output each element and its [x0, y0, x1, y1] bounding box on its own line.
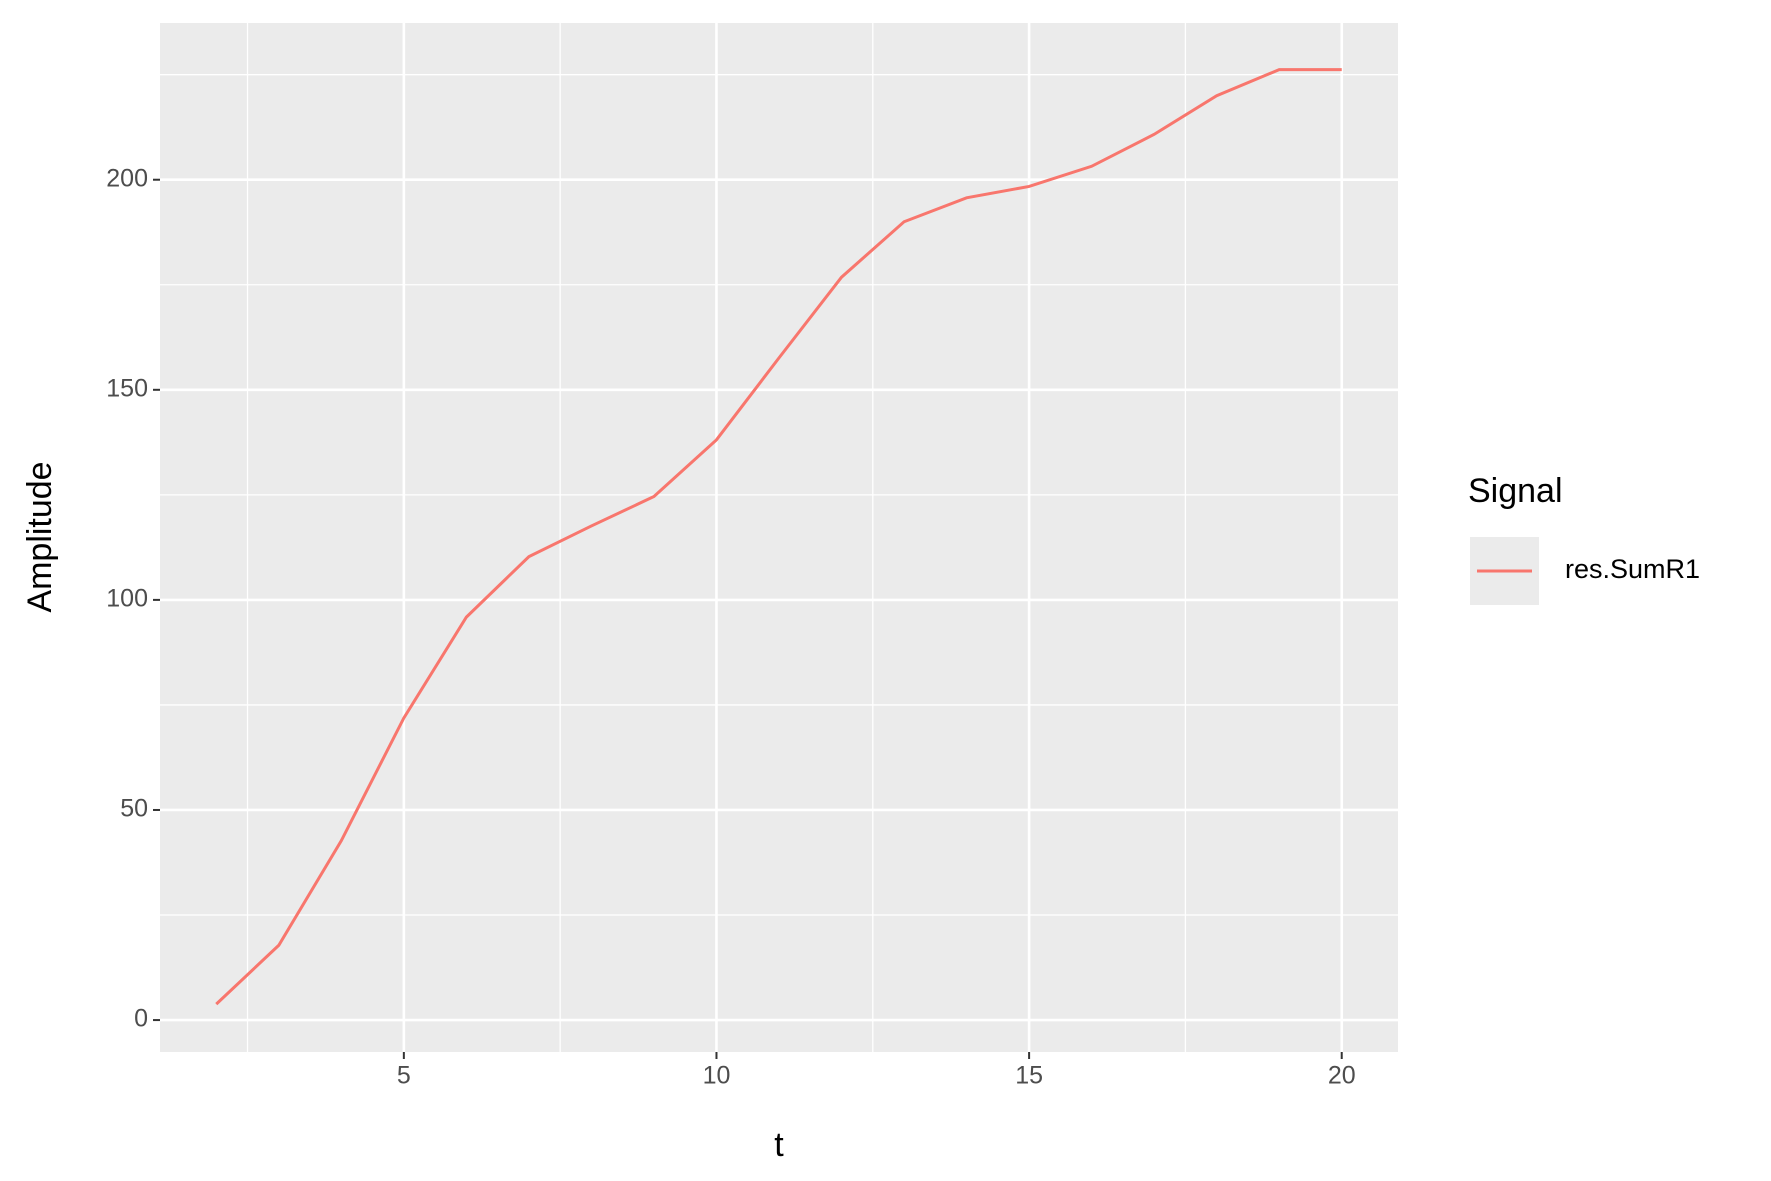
y-tick-label: 150 [106, 374, 148, 402]
legend-label: res.SumR1 [1565, 554, 1700, 584]
y-tick-label: 50 [120, 795, 148, 823]
y-tick-label: 100 [106, 585, 148, 613]
x-axis-title: t [774, 1126, 784, 1164]
x-tick-label: 10 [703, 1062, 731, 1090]
plot-panel [160, 23, 1398, 1052]
y-tick-label: 200 [106, 164, 148, 192]
x-tick-label: 20 [1328, 1062, 1356, 1090]
y-axis-title: Amplitude [21, 461, 59, 612]
y-tick-label: 0 [134, 1005, 148, 1033]
legend-title: Signal [1468, 472, 1563, 510]
x-tick-label: 15 [1015, 1062, 1043, 1090]
data-line [215, 68, 1342, 1006]
x-tick-label: 5 [397, 1062, 411, 1090]
